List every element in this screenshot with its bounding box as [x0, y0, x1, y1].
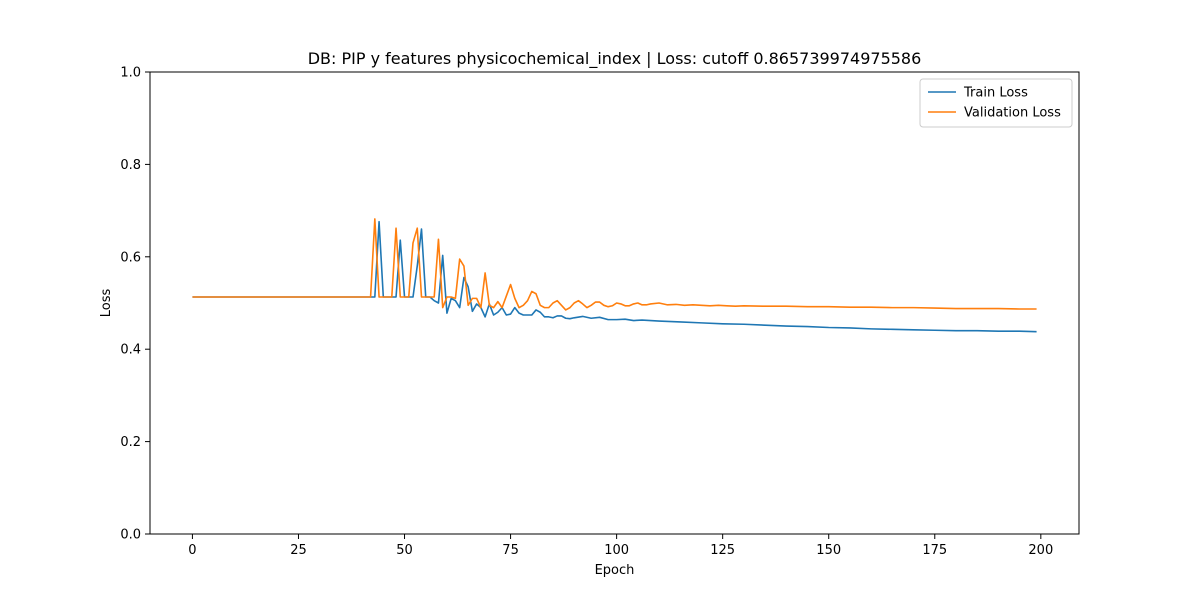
x-tick-label: 150: [816, 543, 841, 558]
y-tick-label: 0.6: [120, 250, 141, 265]
x-tick-label: 0: [188, 543, 196, 558]
chart-title: DB: PIP y features physicochemical_index…: [308, 49, 922, 69]
x-tick-label: 75: [502, 543, 519, 558]
series-line-validation-loss: [192, 218, 1037, 311]
legend-label: Validation Loss: [964, 106, 1061, 121]
x-axis-ticks: 0 25 50 75 100 125 150 175 200: [188, 534, 1053, 558]
legend-box: [919, 78, 1073, 128]
x-tick-label: 125: [710, 543, 735, 558]
legend-label: Train Loss: [963, 86, 1028, 101]
y-tick-label: 0.2: [120, 435, 141, 450]
y-axis-label: Loss: [99, 289, 114, 318]
y-tick-label: 0.4: [120, 343, 141, 358]
x-tick-label: 50: [396, 543, 413, 558]
x-tick-label: 175: [922, 543, 947, 558]
y-tick-label: 0.8: [120, 158, 141, 173]
x-tick-label: 25: [290, 543, 307, 558]
series-line-train-loss: [192, 220, 1037, 333]
y-axis-ticks: 0.0 0.2 0.4 0.6 0.8 1.0: [120, 66, 150, 543]
legend: Train Loss Validation Loss: [919, 78, 1073, 128]
x-axis-label: Epoch: [595, 563, 635, 578]
y-tick-label: 1.0: [120, 66, 141, 81]
x-tick-label: 200: [1028, 543, 1053, 558]
x-tick-label: 100: [604, 543, 629, 558]
y-tick-label: 0.0: [120, 528, 141, 543]
plot-area-frame: [149, 71, 1080, 535]
series-lines: [192, 218, 1037, 333]
